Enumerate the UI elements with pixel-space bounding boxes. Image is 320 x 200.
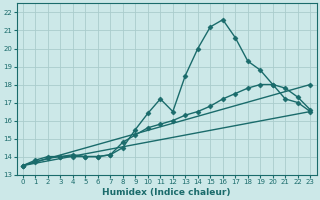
X-axis label: Humidex (Indice chaleur): Humidex (Indice chaleur) [102, 188, 231, 197]
